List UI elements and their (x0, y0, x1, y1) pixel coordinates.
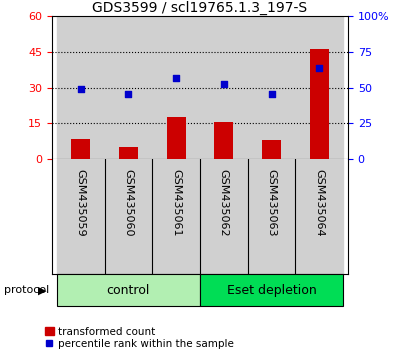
Point (221, 81, 227, 87)
Bar (296, 159, 343, 274)
Bar (248, 16, 296, 159)
Bar (104, 16, 152, 159)
Text: GSM435059: GSM435059 (76, 169, 86, 236)
Text: protocol: protocol (4, 285, 49, 295)
Bar (310, 50, 329, 159)
Bar (200, 159, 248, 274)
Bar (71, 139, 90, 159)
Bar (200, 274, 343, 306)
Point (173, 75, 179, 81)
Bar (57, 159, 104, 274)
Text: Eset depletion: Eset depletion (227, 284, 316, 297)
Title: GDS3599 / scl19765.1.3_197-S: GDS3599 / scl19765.1.3_197-S (92, 1, 308, 15)
Point (316, 66, 322, 72)
Text: GSM435062: GSM435062 (219, 169, 229, 236)
Bar (166, 118, 186, 159)
Bar (200, 16, 248, 159)
Bar (214, 122, 234, 159)
Bar (57, 16, 104, 159)
Bar (152, 16, 200, 159)
Bar (248, 159, 296, 274)
Bar (152, 159, 200, 274)
Point (78, 86, 84, 92)
Bar (119, 147, 138, 159)
Point (268, 91, 275, 96)
Text: GSM435064: GSM435064 (314, 169, 324, 236)
Text: GSM435060: GSM435060 (123, 169, 133, 236)
Bar (262, 140, 281, 159)
Bar (296, 16, 343, 159)
Text: ▶: ▶ (38, 285, 46, 295)
Text: GSM435061: GSM435061 (171, 169, 181, 236)
Legend: transformed count, percentile rank within the sample: transformed count, percentile rank withi… (45, 327, 234, 349)
Bar (104, 159, 152, 274)
Text: control: control (107, 284, 150, 297)
Point (125, 91, 132, 96)
Text: GSM435063: GSM435063 (267, 169, 277, 236)
Bar (57, 274, 200, 306)
